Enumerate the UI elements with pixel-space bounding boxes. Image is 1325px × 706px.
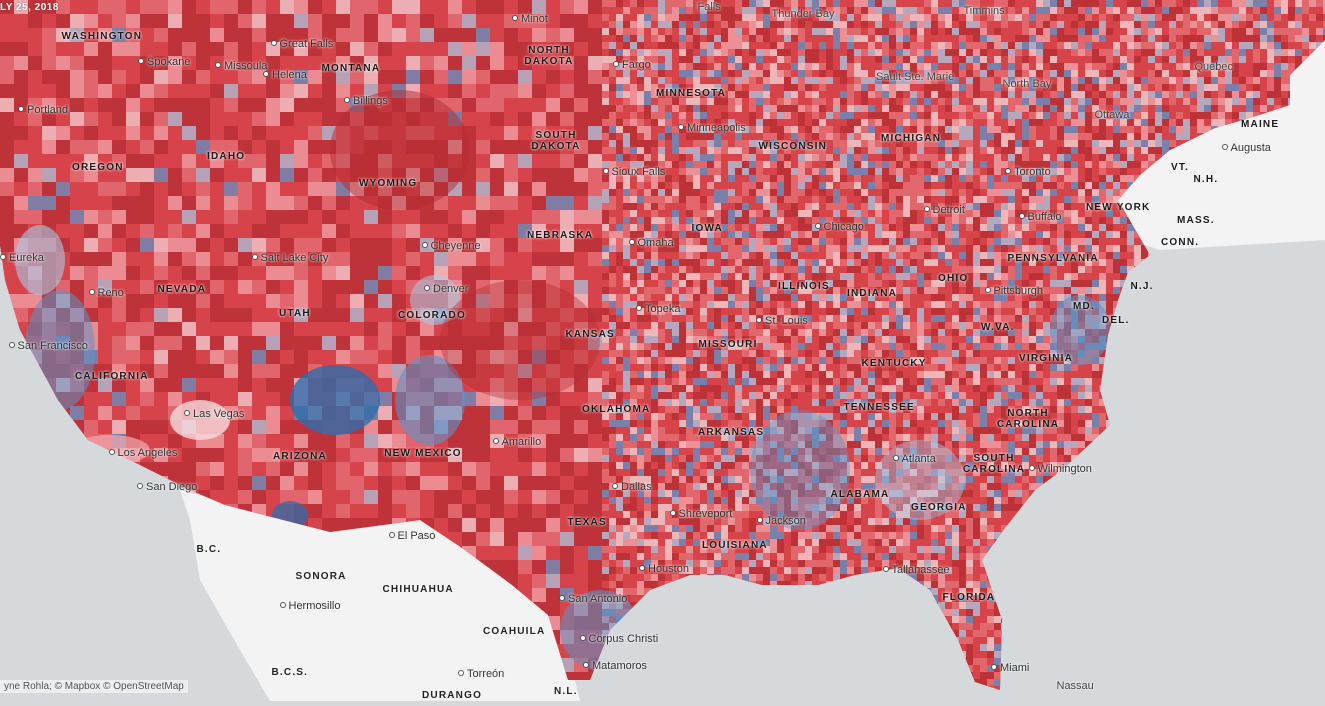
- map-attribution[interactable]: yne Rohla; © Mapbox © OpenStreetMap: [0, 680, 188, 693]
- date-stamp: LY 25, 2018: [0, 2, 59, 13]
